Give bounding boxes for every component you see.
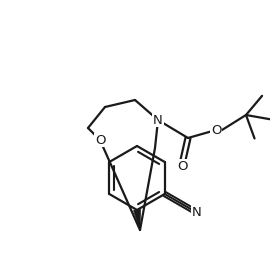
Text: N: N	[192, 206, 202, 219]
Text: O: O	[211, 123, 221, 136]
Text: O: O	[95, 133, 105, 146]
Polygon shape	[134, 209, 140, 230]
Text: O: O	[178, 159, 188, 173]
Text: N: N	[153, 113, 163, 126]
